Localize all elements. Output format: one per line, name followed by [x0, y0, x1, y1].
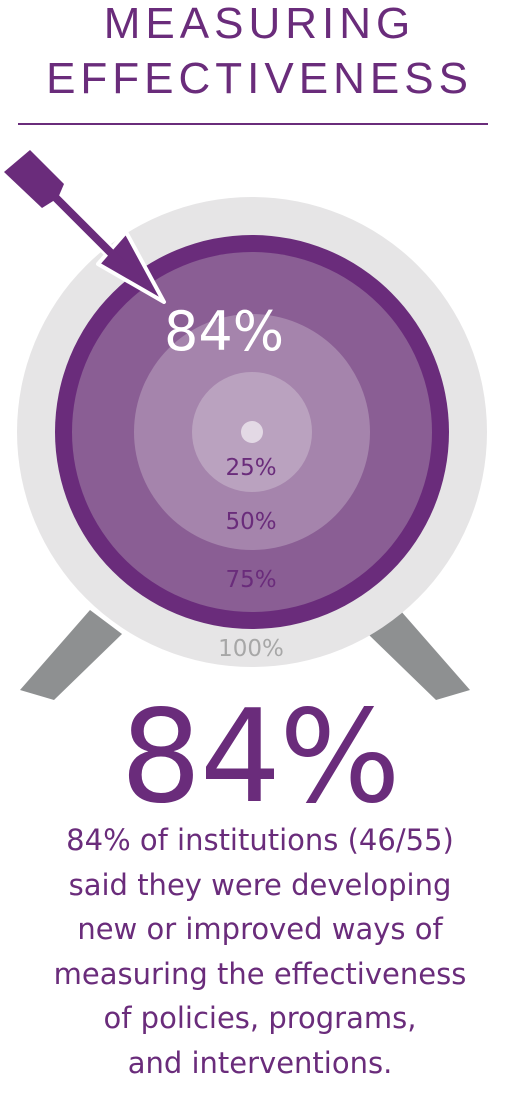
headline-value: 84%	[120, 683, 401, 832]
ring-label-100: 100%	[218, 636, 284, 662]
description-line: measuring the effectiveness	[53, 956, 467, 991]
stand-leg-right	[368, 610, 470, 700]
ring-label-25: 25%	[225, 455, 276, 481]
description-line: 84% of institutions (46/55)	[66, 823, 454, 857]
stand-leg-left	[20, 610, 122, 700]
arrow-icon	[4, 150, 166, 304]
ring-label-75: 75%	[225, 567, 276, 593]
bullseye-dot	[241, 421, 263, 443]
description-line: of policies, programs,	[103, 1001, 417, 1035]
description: 84% of institutions (46/55) said they we…	[10, 818, 510, 1085]
target-chart: 25% 50% 75% 100% 84%	[4, 150, 487, 700]
page-title-line1: MEASURING	[103, 0, 416, 48]
page-title-line2: EFFECTIVENESS	[46, 54, 473, 103]
ring-label-50: 50%	[225, 509, 276, 535]
title-divider	[18, 123, 488, 125]
description-line: said they were developing	[68, 867, 452, 902]
description-line: and interventions.	[127, 1045, 393, 1080]
value-label: 84%	[164, 300, 284, 363]
description-line: new or improved ways of	[77, 912, 443, 946]
